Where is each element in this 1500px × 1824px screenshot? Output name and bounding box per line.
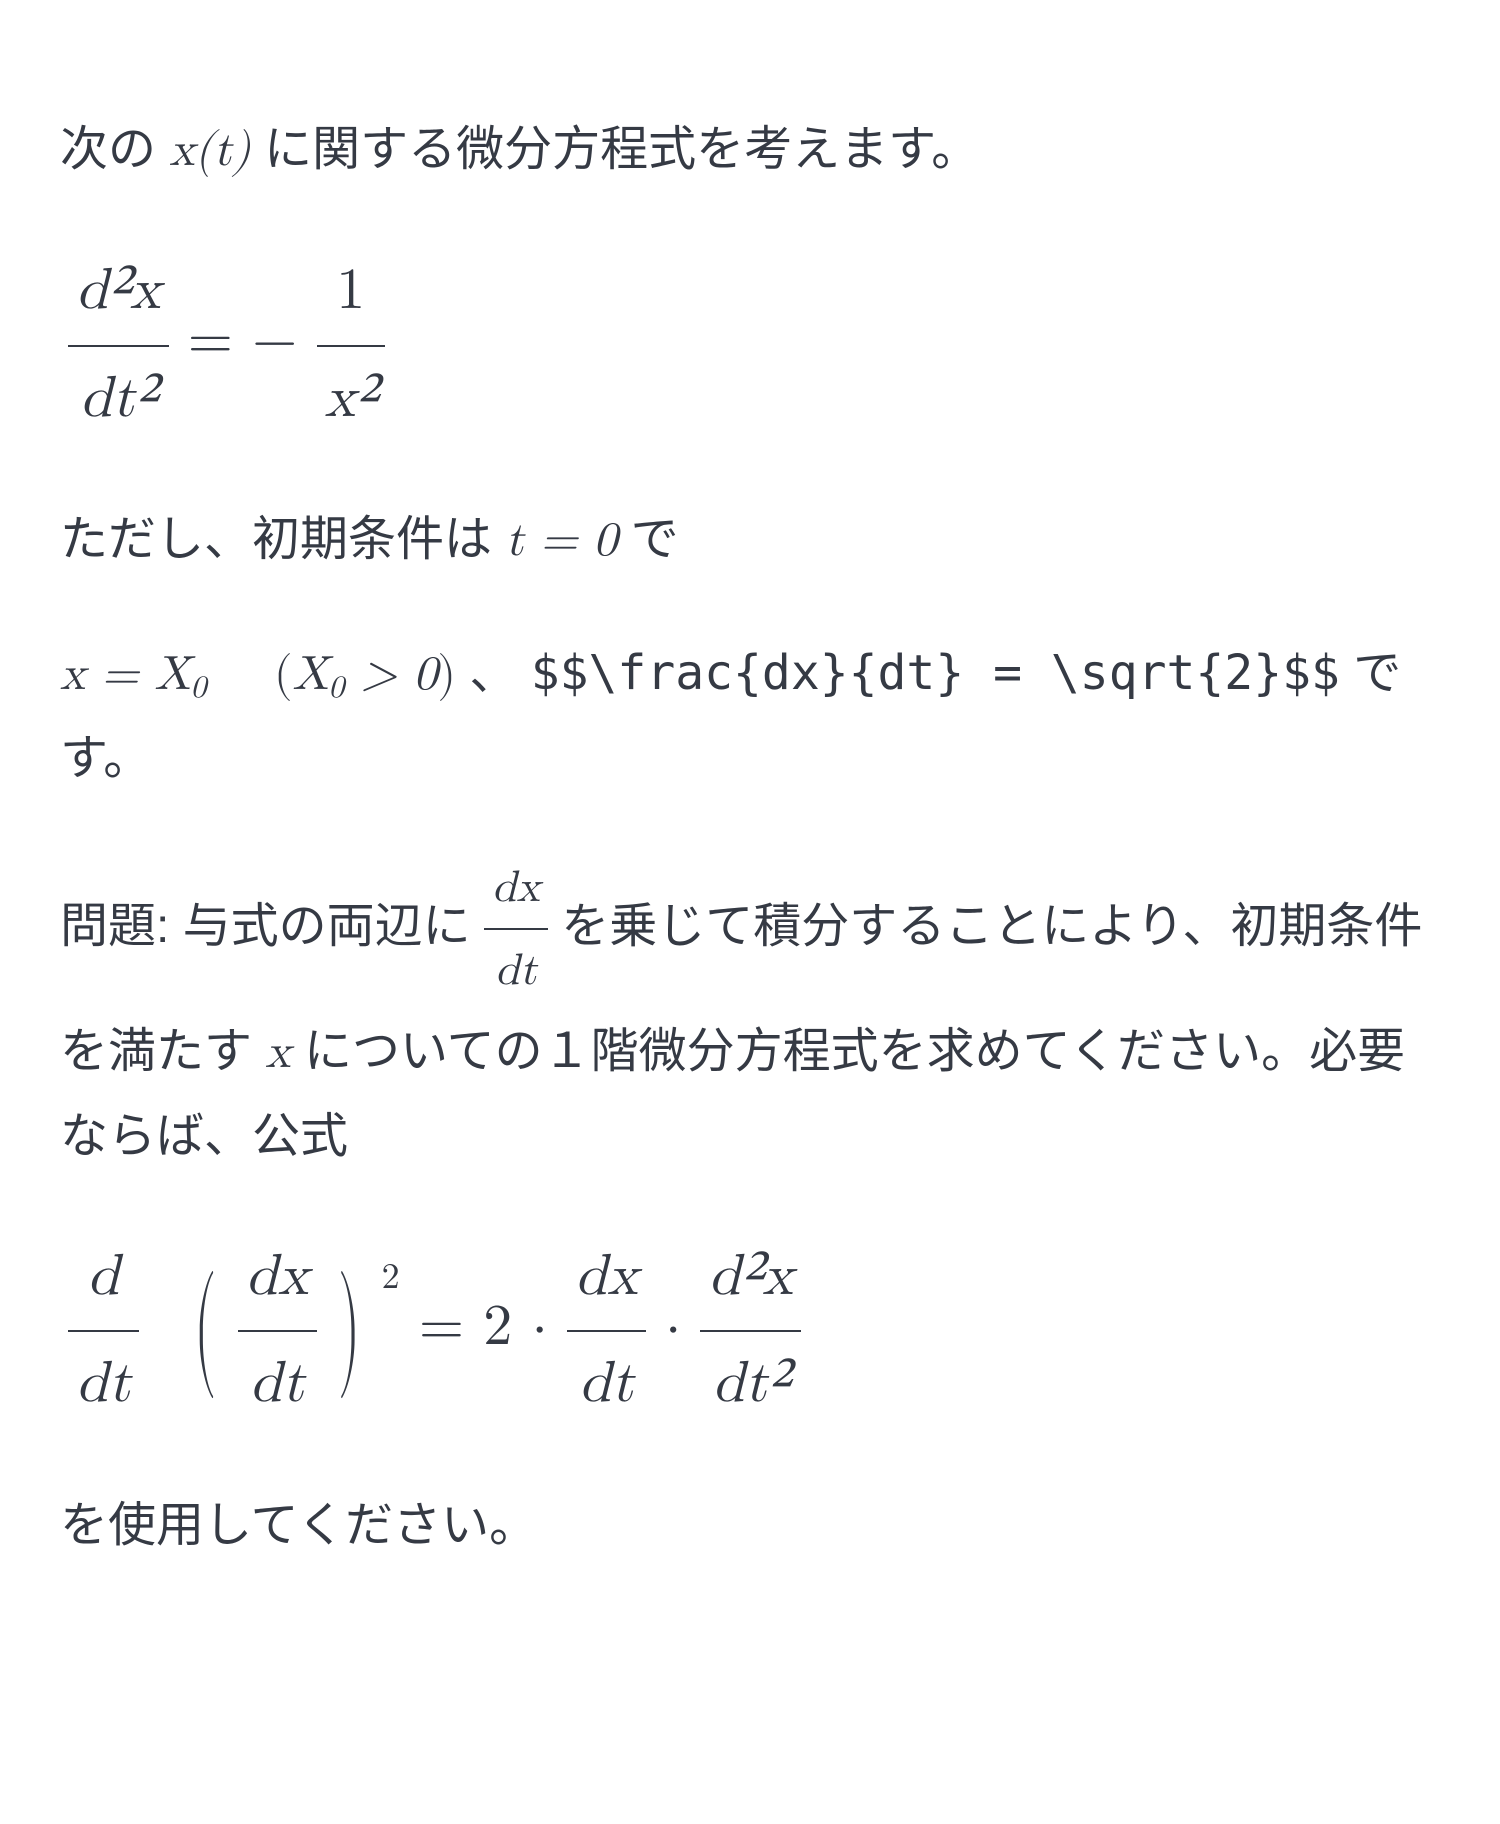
numerator: dx [484,849,548,930]
frac-dx-dt-inner: dx dt [238,1227,317,1436]
numerator: dx [238,1227,317,1333]
sub-0: 0 [329,673,345,704]
numerator: d²x [68,241,169,347]
para-initial-cond-1: ただし、初期条件は t = 0 で [60,498,1440,583]
denominator: dt [68,1332,139,1436]
const-2: 2 [483,1298,512,1356]
frac-d2x-dt2: d²x dt² [700,1227,801,1436]
text: ただし、初期条件は [60,513,505,566]
display-eq-ode: d²x dt² = − 1 x² [68,241,1440,450]
numerator: dx [567,1227,646,1333]
numerator: d [68,1227,139,1333]
para-problem: 問題: 与式の両辺に dx dt を乗じて積分することにより、初期条件を満たす … [60,849,1440,1179]
inline-math-xt: x(t) [169,127,250,175]
label-problem: 問題: [60,900,169,953]
inline-math-x-eq-X0: x = X0 [60,651,222,699]
frac-dx-dt: dx dt [567,1227,646,1436]
equals: = [419,1298,483,1356]
numerator: 1 [317,241,385,347]
frac-1-x2: 1 x² [317,241,385,450]
cdot: · [665,1298,700,1356]
close-paren: ) [437,651,456,699]
para-initial-cond-2: x = X0 (X0 > 0) 、 $$\frac{dx}{dt} = \sqr… [60,631,1440,801]
inline-math-gt0: > 0 [344,651,437,699]
inline-math-X: X [293,651,329,699]
big-rparen: ) [336,1219,363,1442]
document-body: 次の x(t) に関する微分方程式を考えます。 d²x dt² = − 1 x²… [0,0,1500,1696]
frac-d-dt: d dt [68,1227,139,1436]
para-closing: を使用してください。 [60,1484,1440,1568]
denominator: x² [317,347,385,451]
inline-frac-dx-dt: dx dt [484,849,548,1010]
para-intro: 次の x(t) に関する微分方程式を考えます。 [60,108,1440,193]
sub-0: 0 [191,673,207,704]
text: x = X [60,651,191,699]
inline-math-t0: t = 0 [505,517,617,565]
denominator: dt [484,930,548,1009]
cdot: · [532,1298,567,1356]
denominator: dt [567,1332,646,1436]
text: で [631,513,679,566]
denominator: dt² [68,347,169,451]
frac-d2x-dt2: d²x dt² [68,241,169,450]
equals: = [188,312,252,370]
denominator: dt [238,1332,317,1436]
inline-math-x: x [265,1029,290,1077]
text: を使用してください。 [60,1499,537,1552]
denominator: dt² [700,1332,801,1436]
text: 次の [60,123,169,176]
text: に関する微分方程式を考えます。 [264,123,979,176]
big-lparen: ( [192,1219,219,1442]
separator: 、 [469,647,517,700]
display-eq-identity: d dt ( dx dt ) 2 = 2 · dx dt · d²x dt² [68,1227,1440,1436]
minus-sign: − [252,312,297,370]
raw-latex-text: $$\frac{dx}{dt} = \sqrt{2}$$ [531,645,1340,701]
numerator: d²x [700,1227,801,1333]
open-paren: ( [274,651,293,699]
text: 与式の両辺に [169,900,484,953]
